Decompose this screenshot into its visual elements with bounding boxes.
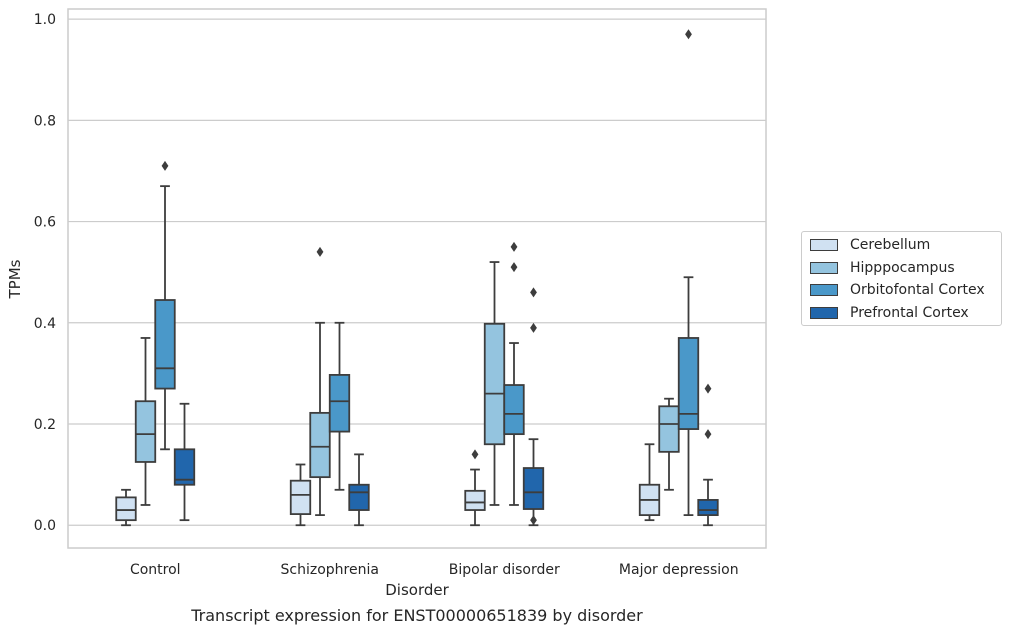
legend-item-prefrontal: Prefrontal Cortex bbox=[810, 303, 969, 323]
box-iqr bbox=[503, 384, 525, 436]
outlier-point bbox=[161, 160, 169, 171]
y-tick-label: 0.8 bbox=[34, 113, 56, 129]
y-axis-title: TPMs bbox=[6, 259, 24, 299]
box-cerebellum-schizophrenia bbox=[289, 463, 312, 527]
box-iqr bbox=[154, 299, 176, 390]
outlier-point bbox=[471, 449, 479, 460]
y-tick-label: 0.2 bbox=[34, 417, 56, 433]
box-prefrontal-cortex-control bbox=[173, 402, 196, 522]
box-prefrontal-cortex-bipolar-disorder bbox=[522, 287, 545, 527]
box-iqr bbox=[658, 405, 680, 453]
outlier-point bbox=[316, 246, 324, 257]
x-axis-title: Disorder bbox=[385, 581, 449, 599]
plot-frame bbox=[67, 8, 767, 549]
legend-item-orbitofrontal: Orbitofontal Cortex bbox=[810, 280, 985, 300]
legend-item-hippocampus: Hipppocampus bbox=[810, 258, 955, 278]
x-tick-label-major-depression: Major depression bbox=[619, 562, 739, 578]
y-tick-label: 1.0 bbox=[34, 12, 56, 28]
outlier-point bbox=[530, 515, 537, 526]
box-hipppocampus-schizophrenia bbox=[309, 246, 331, 517]
outlier-point bbox=[510, 241, 518, 252]
box-iqr bbox=[134, 400, 157, 463]
box-orbitofontal-cortex-major-depression bbox=[677, 29, 700, 517]
outlier-point bbox=[704, 383, 712, 394]
box-prefrontal-cortex-major-depression bbox=[697, 383, 719, 527]
x-tick-label-control: Control bbox=[130, 562, 181, 578]
outlier-point bbox=[704, 429, 712, 440]
outlier-point bbox=[530, 287, 537, 298]
box-cerebellum-major-depression bbox=[638, 443, 661, 522]
legend-swatch-orbitofrontal bbox=[810, 284, 838, 296]
box-iqr bbox=[348, 483, 370, 511]
outlier-point bbox=[685, 29, 692, 40]
box-iqr bbox=[483, 322, 506, 446]
box-orbitofontal-cortex-schizophrenia bbox=[328, 321, 351, 491]
box-prefrontal-cortex-schizophrenia bbox=[348, 453, 370, 527]
box-iqr bbox=[677, 337, 700, 430]
box-cerebellum-bipolar-disorder bbox=[464, 449, 486, 527]
y-tick-label: 0.6 bbox=[34, 215, 56, 231]
chart-caption: Transcript expression for ENST0000065183… bbox=[191, 606, 643, 625]
box-orbitofontal-cortex-control bbox=[154, 160, 176, 451]
box-iqr bbox=[522, 467, 545, 510]
y-tick-label: 0.0 bbox=[34, 518, 56, 534]
legend-label-prefrontal: Prefrontal Cortex bbox=[850, 305, 969, 321]
box-cerebellum-control bbox=[115, 488, 137, 527]
legend-label-hippocampus: Hipppocampus bbox=[850, 260, 955, 276]
legend-label-orbitofrontal: Orbitofontal Cortex bbox=[850, 282, 985, 298]
box-iqr bbox=[309, 411, 331, 479]
x-tick-label-bipolar-disorder: Bipolar disorder bbox=[449, 562, 560, 578]
outlier-point bbox=[510, 262, 518, 273]
legend-swatch-prefrontal bbox=[810, 307, 838, 319]
box-iqr bbox=[289, 479, 312, 515]
box-iqr bbox=[173, 448, 196, 486]
box-hipppocampus-control bbox=[134, 337, 157, 506]
box-orbitofontal-cortex-bipolar-disorder bbox=[503, 241, 525, 506]
legend-item-cerebellum: Cerebellum bbox=[810, 235, 930, 255]
box-hipppocampus-major-depression bbox=[658, 397, 680, 491]
x-tick-label-schizophrenia: Schizophrenia bbox=[281, 562, 379, 578]
legend-label-cerebellum: Cerebellum bbox=[850, 237, 931, 253]
box-hipppocampus-bipolar-disorder bbox=[483, 261, 506, 506]
legend-swatch-hippocampus bbox=[810, 262, 838, 274]
box-groups bbox=[115, 29, 719, 527]
legend-swatch-cerebellum bbox=[810, 239, 838, 251]
box-iqr bbox=[697, 499, 719, 517]
box-iqr bbox=[115, 496, 137, 522]
box-iqr bbox=[328, 374, 351, 433]
y-tick-label: 0.4 bbox=[34, 316, 56, 332]
outlier-point bbox=[530, 322, 537, 333]
legend: Cerebellum Hipppocampus Orbitofontal Cor… bbox=[801, 231, 1002, 326]
axes: 0.0 0.2 0.4 0.6 0.8 1.0 Control Schizophrenia Bi… bbox=[34, 8, 767, 578]
box-iqr bbox=[464, 489, 486, 511]
